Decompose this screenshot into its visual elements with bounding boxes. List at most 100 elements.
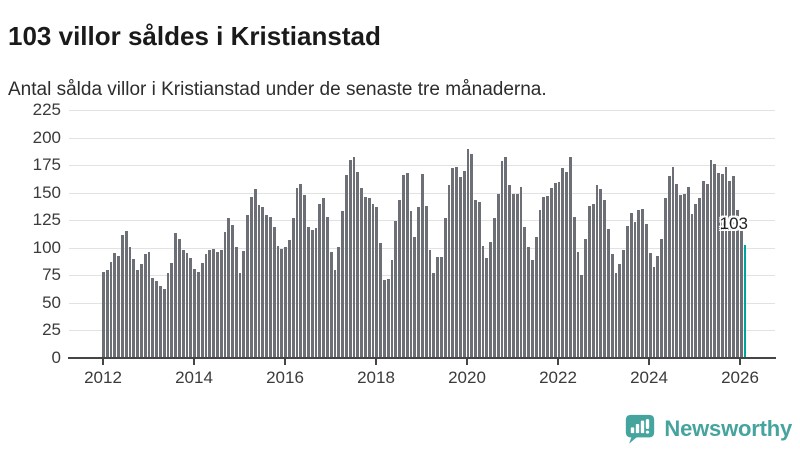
bar (329, 252, 333, 358)
bar (276, 245, 280, 358)
bar (401, 175, 405, 358)
bar (580, 275, 584, 358)
bar (447, 185, 451, 358)
bar (348, 159, 352, 358)
bar (371, 203, 375, 358)
bar (675, 183, 679, 358)
bar (367, 198, 371, 358)
bar (436, 256, 439, 358)
bar (667, 176, 671, 358)
bar (382, 279, 386, 358)
x-axis-label: 2014 (175, 368, 213, 387)
bar (132, 258, 136, 358)
bar (576, 252, 580, 358)
bar (622, 250, 625, 358)
bar (261, 207, 265, 358)
x-axis-tick (284, 359, 286, 365)
bar (345, 175, 348, 358)
bar (405, 172, 409, 358)
bar (527, 246, 531, 358)
bar (193, 268, 196, 358)
highlighted-bar (743, 244, 747, 358)
bar (428, 250, 432, 358)
y-axis-label: 225 (32, 100, 61, 119)
bar (595, 185, 599, 358)
value-annotation: 103 (719, 214, 748, 233)
y-axis-label: 150 (32, 182, 61, 202)
gridline (69, 110, 775, 111)
bar (694, 203, 698, 358)
bar (314, 227, 318, 358)
bar (557, 181, 561, 358)
y-axis-label: 0 (51, 348, 61, 367)
bar (610, 254, 614, 358)
x-axis-label: 2026 (721, 368, 759, 387)
bar (250, 197, 253, 358)
bar (724, 167, 728, 358)
x-axis-tick (102, 359, 104, 365)
bar (606, 229, 610, 358)
bar (648, 253, 652, 358)
y-axis-label: 175 (32, 155, 61, 175)
bar (147, 252, 151, 358)
bar (398, 200, 401, 358)
bar (644, 223, 648, 358)
bar (307, 226, 310, 358)
bar (272, 226, 276, 358)
bar (641, 209, 644, 358)
x-axis-label: 2024 (630, 368, 668, 387)
y-axis-label: 75 (42, 265, 61, 285)
bar (709, 159, 713, 358)
x-axis-label: 2022 (539, 368, 577, 387)
bar (189, 257, 193, 358)
bar (295, 188, 299, 358)
bar (174, 233, 177, 358)
bar (531, 259, 534, 358)
bar (105, 269, 109, 358)
bar (682, 193, 686, 358)
bar (420, 173, 424, 358)
bar (637, 210, 641, 358)
bar (310, 230, 314, 358)
bar (299, 183, 303, 358)
bar (588, 205, 591, 358)
bar (625, 225, 629, 358)
bar (124, 231, 128, 358)
bar (322, 198, 326, 358)
bar (303, 194, 307, 358)
bar (109, 262, 113, 358)
bar (561, 168, 565, 358)
bar (356, 171, 360, 358)
y-axis-label: 50 (42, 292, 61, 312)
bar (215, 252, 219, 358)
bar (546, 196, 550, 358)
bar (139, 264, 143, 358)
bar (671, 167, 675, 358)
bar (284, 246, 288, 358)
bar (523, 226, 527, 358)
bar (489, 242, 493, 358)
bar (265, 214, 269, 358)
bar (720, 173, 724, 358)
bar (280, 248, 284, 358)
bar (257, 204, 261, 358)
bar (462, 170, 466, 358)
bar (417, 207, 420, 358)
x-axis-label: 2018 (357, 368, 395, 387)
bar (474, 200, 477, 358)
bar (155, 280, 158, 358)
bar (204, 254, 208, 358)
x-axis-label: 2020 (448, 368, 486, 387)
bar (713, 164, 717, 358)
bar (519, 187, 523, 358)
bar (424, 205, 428, 358)
bar (515, 193, 519, 358)
bar (477, 201, 481, 358)
bar (455, 167, 458, 358)
bar (208, 250, 212, 358)
bar (102, 272, 105, 358)
bar (443, 218, 447, 358)
bar (113, 253, 117, 358)
bar (269, 216, 272, 358)
